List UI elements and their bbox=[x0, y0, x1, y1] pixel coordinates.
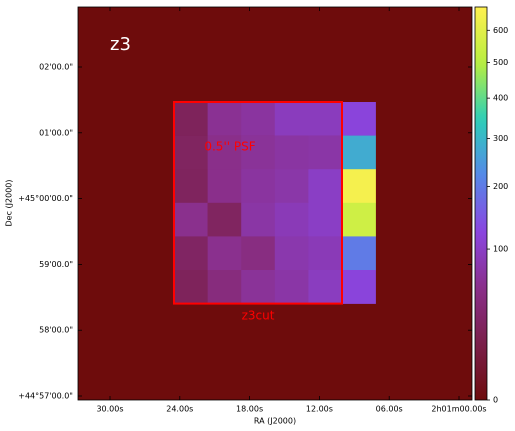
pixel bbox=[174, 135, 208, 170]
x-tick-label: 06.00s bbox=[376, 405, 403, 414]
x-axis-label: RA (J2000) bbox=[254, 417, 296, 426]
pixel bbox=[207, 135, 242, 170]
psf-label: 0.5'' PSF bbox=[204, 140, 255, 154]
pixel bbox=[342, 270, 376, 304]
pixel bbox=[342, 236, 376, 271]
y-tick-label: 02'00.0" bbox=[39, 63, 73, 72]
colorbar-tick-label: 400 bbox=[493, 94, 508, 103]
pixel bbox=[342, 102, 376, 136]
colorbar-tick-label: 300 bbox=[493, 134, 508, 143]
pixel bbox=[207, 202, 242, 237]
pixel bbox=[308, 135, 343, 170]
pixel bbox=[274, 169, 309, 204]
colorbar-tick-label: 500 bbox=[493, 58, 508, 67]
pixel bbox=[274, 102, 309, 136]
pixel bbox=[308, 102, 343, 136]
pixel bbox=[241, 102, 276, 136]
x-tick-label: 2h01m00.00s bbox=[431, 405, 486, 414]
x-tick-label: 18.00s bbox=[236, 405, 263, 414]
pixel bbox=[207, 236, 242, 271]
colorbar-tick-label: 100 bbox=[493, 245, 508, 254]
pixel bbox=[174, 169, 208, 204]
pixel bbox=[241, 236, 276, 271]
pixel bbox=[308, 169, 343, 204]
cut-label: z3cut bbox=[242, 309, 275, 323]
x-tick-label: 24.00s bbox=[166, 405, 193, 414]
pixel bbox=[308, 202, 343, 237]
y-tick-label: +45°00'00.0" bbox=[18, 194, 73, 203]
pixel bbox=[174, 270, 208, 304]
y-tick-label: 59'00.0" bbox=[39, 260, 73, 269]
y-tick-label: 01'00.0" bbox=[39, 128, 73, 137]
x-tick-label: 30.00s bbox=[96, 405, 123, 414]
colorbar-tick-label: 600 bbox=[493, 26, 508, 35]
pixel bbox=[274, 270, 309, 304]
pixel bbox=[308, 236, 343, 271]
pixel bbox=[342, 169, 376, 204]
pixel bbox=[241, 202, 276, 237]
pixel bbox=[274, 135, 309, 170]
pixel bbox=[342, 135, 376, 170]
pixel bbox=[342, 202, 376, 237]
pixel bbox=[207, 270, 242, 304]
colorbar-tick-label: 200 bbox=[493, 182, 508, 191]
pixel bbox=[174, 102, 208, 136]
colorbar-tick-label: 0 bbox=[493, 396, 498, 405]
pixel bbox=[241, 135, 276, 170]
x-tick-label: 12.00s bbox=[306, 405, 333, 414]
y-tick-label: 58'00.0" bbox=[39, 326, 73, 335]
y-axis-label: Dec (J2000) bbox=[5, 180, 14, 227]
pixel bbox=[207, 169, 242, 204]
image-title: z3 bbox=[110, 34, 131, 55]
pixel bbox=[241, 169, 276, 204]
pixel bbox=[174, 202, 208, 237]
y-tick-label: +44°57'00.0" bbox=[18, 392, 73, 401]
pixel bbox=[274, 236, 309, 271]
pixel bbox=[274, 202, 309, 237]
colorbar bbox=[474, 6, 488, 401]
pixel bbox=[308, 270, 343, 304]
pixel bbox=[207, 102, 242, 136]
cut-region bbox=[173, 101, 343, 305]
pixel bbox=[174, 236, 208, 271]
pixel bbox=[241, 270, 276, 304]
image-frame bbox=[77, 6, 473, 401]
